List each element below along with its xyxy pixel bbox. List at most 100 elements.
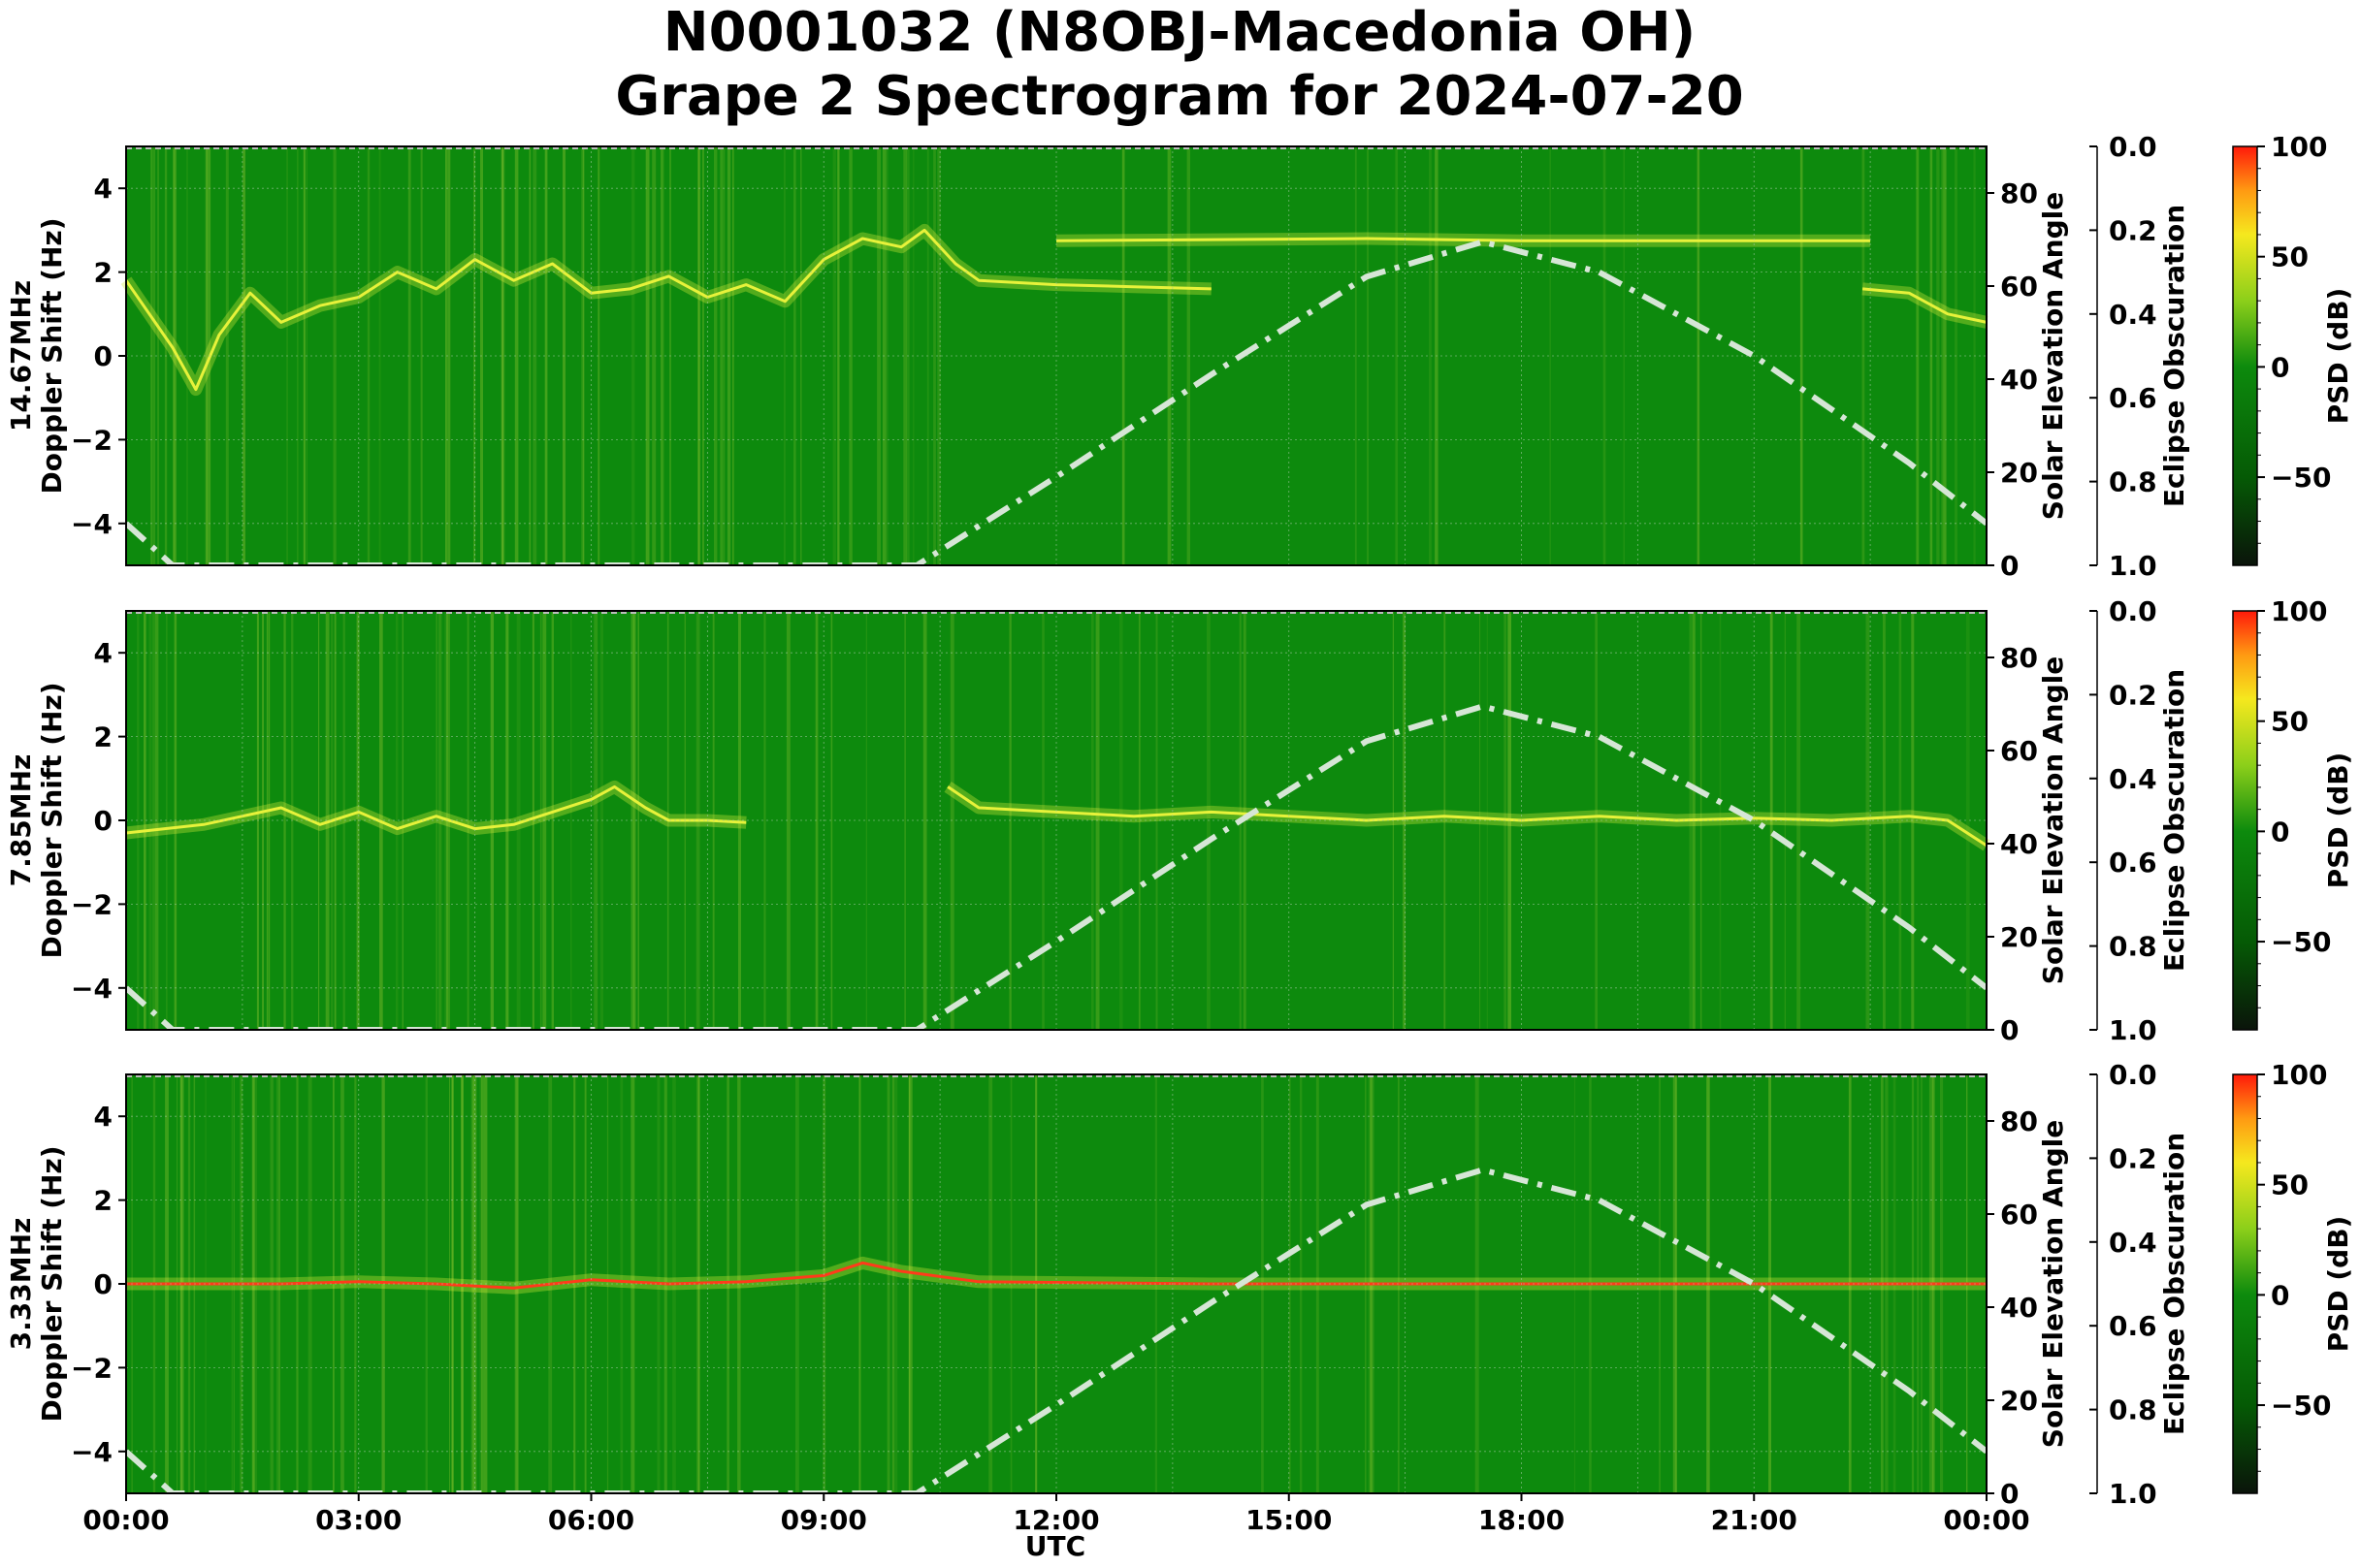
noise-streak: [515, 1074, 519, 1493]
noise-streak: [501, 146, 505, 565]
eclipse-tick-label: 0.6: [2109, 382, 2157, 414]
noise-streak: [830, 611, 833, 1030]
noise-streak: [490, 611, 494, 1030]
noise-streak: [539, 611, 542, 1030]
colorbar: [2232, 610, 2258, 1031]
solar-tick-label: 0: [2000, 550, 2019, 582]
y-axis-ticks: 4 2 0 −2 −4: [71, 1101, 126, 1468]
noise-streak: [631, 146, 635, 565]
eclipse-tick-label: 0.8: [2109, 1394, 2157, 1426]
solar-elevation-curve: [126, 239, 1987, 565]
colorbar-tick-label: 50: [2271, 706, 2309, 738]
colorbar: [2232, 1073, 2258, 1494]
noise-streak: [1965, 611, 1970, 1030]
noise-streak: [1354, 146, 1357, 565]
y-tick-label: 0: [94, 805, 113, 837]
y-tick-label: −4: [71, 1436, 113, 1468]
noise-streak: [903, 146, 907, 565]
x-tick-label: 09:00: [781, 1504, 867, 1536]
noise-streak: [865, 611, 867, 1030]
noise-streak: [1121, 146, 1125, 565]
noise-streak: [467, 611, 469, 1030]
y-tick-label: 2: [94, 721, 113, 753]
noise-streak: [594, 611, 598, 1030]
solar-axis-label: Solar Elevation Angle: [2037, 656, 2069, 984]
solar-tick-label: 60: [2000, 735, 2038, 767]
solar-tick-label: 0: [2000, 1478, 2019, 1510]
noise-streak: [720, 146, 724, 565]
noise-streak: [470, 1074, 474, 1493]
solar-tick-label: 20: [2000, 457, 2038, 489]
colorbar-tick-label: 0: [2271, 351, 2289, 383]
x-tick-label: 00:00: [82, 1504, 169, 1536]
noise-streak: [438, 611, 442, 1030]
grid-lines: [125, 1074, 1988, 1493]
colorbar-label: PSD (dB): [2322, 752, 2354, 889]
noise-streak: [702, 146, 704, 565]
colorbar-tick-label: 50: [2271, 1169, 2309, 1201]
noise-streak: [887, 146, 889, 565]
noise-streak: [144, 611, 146, 1030]
noise-streak: [738, 611, 741, 1030]
solar-tick-label: 40: [2000, 1292, 2038, 1324]
eclipse-tick-label: 1.0: [2109, 550, 2157, 582]
noise-streak: [342, 611, 345, 1030]
y-tick-label: −2: [71, 424, 113, 456]
noise-streak: [1549, 146, 1551, 565]
panel-frequency-label: 14.67MHz: [5, 280, 37, 432]
noise-streak: [514, 1074, 519, 1493]
solar-tick-label: 80: [2000, 1105, 2038, 1137]
y-tick-label: −2: [71, 888, 113, 920]
noise-streak: [473, 146, 475, 565]
noise-streak: [303, 146, 306, 565]
noise-streak: [1623, 146, 1625, 565]
noise-streak: [447, 146, 451, 565]
solar-tick-label: 80: [2000, 642, 2038, 674]
noise-streak: [325, 611, 330, 1030]
noise-streak: [894, 1074, 898, 1493]
noise-streak: [645, 146, 650, 565]
eclipse-tick-label: 0.2: [2109, 214, 2157, 246]
eclipse-axis-ticks: 0.0 0.2 0.4 0.6 0.8 1.0: [2089, 595, 2157, 1046]
panel-frequency-label: 7.85MHz: [5, 754, 37, 887]
colorbar-ticks: 100 50 0 −50: [2257, 1059, 2331, 1472]
y-axis-label: Doppler Shift (Hz): [36, 682, 68, 958]
colorbar-tick-label: −50: [2271, 926, 2331, 958]
noise-streak: [1395, 146, 1399, 565]
noise-streak: [1941, 146, 1944, 565]
noise-streak: [783, 146, 786, 565]
noise-streak: [661, 146, 664, 565]
noise-streak: [481, 1074, 484, 1493]
noise-streak: [551, 611, 554, 1030]
colorbar-label: PSD (dB): [2322, 288, 2354, 425]
figure-title-line1: N0001032 (N8OBJ-Macedonia OH): [663, 1, 1697, 64]
x-tick-label: 15:00: [1245, 1504, 1332, 1536]
noise-streak: [1883, 611, 1886, 1030]
noise-streak: [1034, 1074, 1038, 1493]
doppler-trace-secondary: [947, 785, 1988, 848]
solar-axis-ticks: 80 60 40 20 0: [1987, 1105, 2038, 1510]
colorbar-ticks: 100 50 0 −50: [2257, 131, 2331, 544]
noise-streak: [544, 146, 548, 565]
eclipse-tick-label: 0.8: [2109, 466, 2157, 498]
noise-streak: [340, 1074, 344, 1493]
y-tick-label: −4: [71, 973, 113, 1005]
y-axis-ticks: 4 2 0 −2 −4: [71, 173, 126, 540]
solar-axis-label: Solar Elevation Angle: [2037, 192, 2069, 520]
y-tick-label: −2: [71, 1352, 113, 1384]
noise-streak: [837, 146, 840, 565]
noise-streak: [1799, 146, 1803, 565]
solar-axis-ticks: 80 60 40 20 0: [1987, 642, 2038, 1046]
colorbar-tick-label: 100: [2271, 1059, 2327, 1091]
noise-streak: [1443, 611, 1446, 1030]
x-tick-label: 00:00: [1943, 1504, 2029, 1536]
noise-streak: [1403, 611, 1406, 1030]
y-axis-ticks: 4 2 0 −2 −4: [71, 637, 126, 1005]
colorbar-tick-label: 50: [2271, 241, 2309, 273]
noise-streak: [922, 611, 927, 1030]
eclipse-tick-label: 0.6: [2109, 847, 2157, 879]
noise-streak: [225, 146, 229, 565]
solar-tick-label: 0: [2000, 1014, 2019, 1046]
